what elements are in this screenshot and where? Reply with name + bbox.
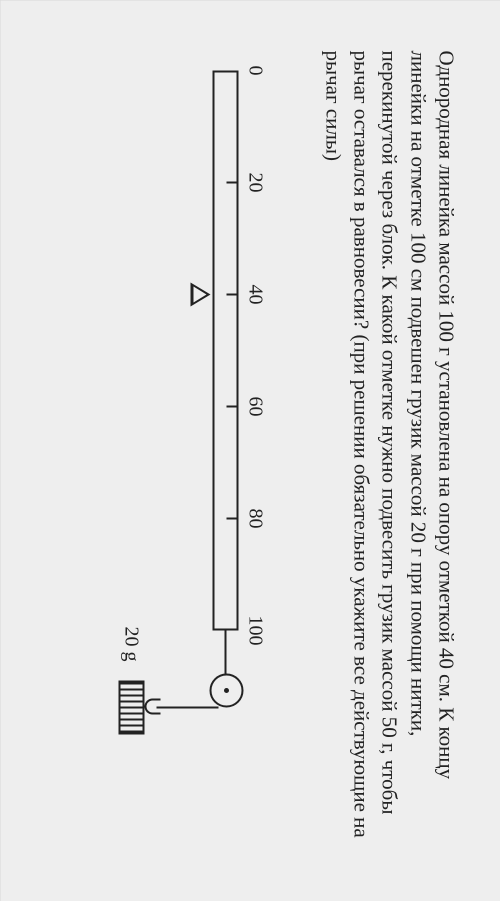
tick-40 [226, 293, 238, 295]
ruler [212, 70, 238, 630]
weight-label: 20 g [119, 626, 142, 661]
hook-icon [144, 698, 160, 714]
lever-diagram: 0 20 40 60 80 100 20 g [98, 70, 278, 870]
tick-label-20: 20 [243, 172, 266, 192]
pulley [209, 673, 243, 707]
weight-20g [118, 680, 144, 734]
tick-80 [226, 517, 238, 519]
tick-60 [226, 405, 238, 407]
fulcrum [190, 282, 210, 306]
weight-hatching [120, 682, 142, 732]
tick-label-0: 0 [243, 65, 266, 75]
tick-label-100: 100 [243, 615, 266, 645]
tick-20 [226, 181, 238, 183]
page: Однородная линейка массой 100 г установл… [0, 0, 500, 901]
problem-text: Однородная линейка массой 100 г установл… [318, 50, 460, 851]
string-horizontal [224, 630, 226, 675]
tick-label-40: 40 [243, 284, 266, 304]
string-vertical [156, 706, 218, 708]
tick-label-60: 60 [243, 396, 266, 416]
tick-label-80: 80 [243, 508, 266, 528]
